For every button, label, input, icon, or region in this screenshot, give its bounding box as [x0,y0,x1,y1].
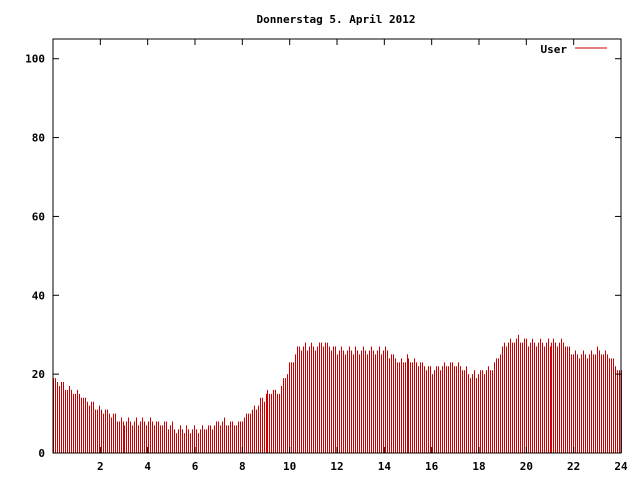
chart-title: Donnerstag 5. April 2012 [257,13,416,26]
x-tick-label: 16 [425,460,439,473]
y-tick-label: 0 [38,447,45,460]
x-tick-label: 8 [239,460,246,473]
legend-label: User [541,43,568,56]
x-tick-label: 4 [144,460,151,473]
y-tick-label: 40 [32,289,45,302]
x-tick-label: 18 [472,460,485,473]
y-tick-label: 100 [25,53,45,66]
y-ticks-group: 0 20 40 60 80 100 [25,53,621,460]
y-tick-label: 60 [32,210,45,223]
x-ticks-group: 2 4 6 8 10 12 14 16 18 20 22 24 [97,39,628,473]
x-tick-label: 2 [97,460,104,473]
plot-frame [52,38,622,454]
x-tick-label: 22 [567,460,580,473]
y-tick-label: 20 [32,368,45,381]
x-tick-label: 20 [520,460,533,473]
x-tick-label: 6 [192,460,199,473]
y-tick-label: 80 [32,132,45,145]
bars-group [53,334,622,453]
x-tick-label: 12 [330,460,343,473]
x-tick-label: 14 [378,460,392,473]
x-tick-label: 24 [614,460,628,473]
x-tick-label: 10 [283,460,296,473]
legend: User [541,43,607,56]
